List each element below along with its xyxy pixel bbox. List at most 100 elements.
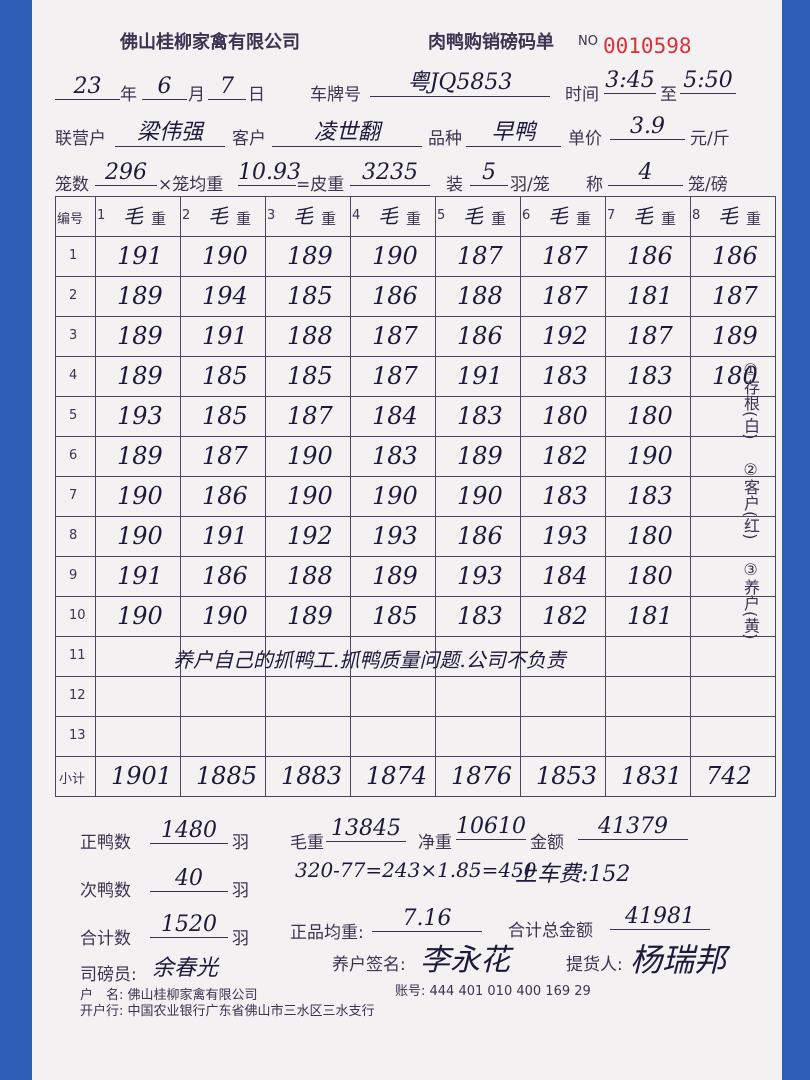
- weight-value: 189: [287, 602, 333, 630]
- weight-value: 186: [627, 242, 673, 270]
- column-label: 重: [491, 210, 507, 228]
- column-number: 3: [267, 208, 276, 223]
- gross-label: 毛重: [290, 833, 324, 853]
- gross-weight: 13845: [326, 816, 406, 842]
- weight-value: 185: [202, 402, 248, 430]
- table-cell: [265, 716, 351, 757]
- good-count: 1480: [150, 818, 228, 844]
- weight-value: 194: [202, 282, 248, 310]
- weight-value: 189: [117, 442, 163, 470]
- weight-value: 180: [712, 362, 758, 390]
- copy-label: ①存根(白): [741, 360, 760, 440]
- weight-value: 185: [287, 282, 333, 310]
- subtotal-value: 1883: [281, 762, 343, 790]
- weight-value: 189: [117, 362, 163, 390]
- subtotal-value: 1853: [536, 762, 598, 790]
- row-label: 9: [69, 568, 78, 583]
- table-cell: [690, 596, 776, 637]
- weight-value: 180: [627, 522, 673, 550]
- price-label: 单价: [568, 129, 602, 149]
- table-cell: [690, 676, 776, 717]
- column-hand: 毛: [718, 204, 738, 228]
- weight-value: 189: [372, 562, 418, 590]
- weight-value: 192: [287, 522, 333, 550]
- table-cell: [605, 716, 691, 757]
- weight-value: 192: [542, 322, 588, 350]
- total-label: 合计数: [80, 929, 131, 949]
- column-hand: 毛: [293, 204, 313, 228]
- total-count: 1520: [150, 912, 228, 938]
- table-cell: [95, 636, 181, 677]
- subtotal-value: 1876: [451, 762, 513, 790]
- weight-value: 189: [117, 282, 163, 310]
- grand-total: 41981: [610, 904, 710, 930]
- weight-value: 190: [202, 242, 248, 270]
- weight-value: 191: [202, 522, 248, 550]
- tare-label: =皮重: [296, 175, 345, 195]
- weight-value: 185: [287, 362, 333, 390]
- good-unit: 羽: [232, 833, 249, 853]
- avg-weight-label: 正品均重:: [290, 923, 364, 943]
- weight-value: 190: [287, 482, 333, 510]
- weight-value: 182: [542, 602, 588, 630]
- table-cell: [520, 676, 606, 717]
- row-label: 7: [69, 488, 78, 503]
- table-cell: [180, 676, 266, 717]
- time-sep: 至: [660, 85, 677, 105]
- table-cell: [265, 676, 351, 717]
- column-hand: 毛: [378, 204, 398, 228]
- weight-value: 187: [542, 242, 588, 270]
- weight-value: 189: [712, 322, 758, 350]
- column-label: 重: [236, 210, 252, 228]
- table-cell: [690, 516, 776, 557]
- time-end: 5:50: [680, 68, 736, 94]
- price-unit: 元/斤: [690, 129, 730, 149]
- weight-value: 188: [287, 322, 333, 350]
- weight-value: 185: [372, 602, 418, 630]
- row-label: 1: [69, 248, 78, 263]
- copy-label: ③养户(黄): [741, 560, 760, 640]
- weight-value: 183: [457, 602, 503, 630]
- subtotal-value: 1901: [111, 762, 173, 790]
- table-cell: [435, 676, 521, 717]
- day: 7: [208, 74, 246, 100]
- weight-value: 190: [202, 602, 248, 630]
- weight-value: 185: [202, 362, 248, 390]
- partner: 梁伟强: [115, 114, 225, 147]
- weight-value: 180: [627, 562, 673, 590]
- table-cell: [95, 716, 181, 757]
- weight-value: 187: [542, 282, 588, 310]
- amount: 41379: [578, 814, 688, 840]
- plate-label: 车牌号: [310, 85, 361, 105]
- column-label: 重: [321, 210, 337, 228]
- row-label: 2: [69, 288, 78, 303]
- sub-label: 次鸭数: [80, 881, 131, 901]
- paper: [32, 0, 782, 1080]
- weight-value: 193: [542, 522, 588, 550]
- column-label: 重: [151, 210, 167, 228]
- weight-value: 187: [627, 322, 673, 350]
- row-label: 5: [69, 408, 78, 423]
- month: 6: [142, 74, 187, 100]
- weight-value: 183: [372, 442, 418, 470]
- table-cell: [520, 716, 606, 757]
- row-label: 13: [69, 728, 86, 743]
- subtotal-value: 742: [706, 762, 752, 790]
- avg: 10.93: [238, 160, 301, 186]
- weight-value: 187: [457, 242, 503, 270]
- weight-value: 181: [627, 602, 673, 630]
- year: 23: [55, 74, 120, 100]
- weight-value: 189: [457, 442, 503, 470]
- tare: 3235: [350, 160, 430, 186]
- id-header: 编号: [57, 212, 84, 227]
- weigher: 余春光: [152, 956, 219, 981]
- weigh-label: 称: [586, 175, 603, 195]
- column-label: 重: [576, 210, 592, 228]
- farmer-signature: 李永花: [420, 943, 510, 978]
- table-cell: [350, 716, 436, 757]
- subtotal-value: 1831: [621, 762, 683, 790]
- weight-value: 188: [287, 562, 333, 590]
- no-label: NO: [578, 34, 598, 49]
- net-weight: 10610: [456, 814, 526, 840]
- load: 5: [470, 160, 508, 186]
